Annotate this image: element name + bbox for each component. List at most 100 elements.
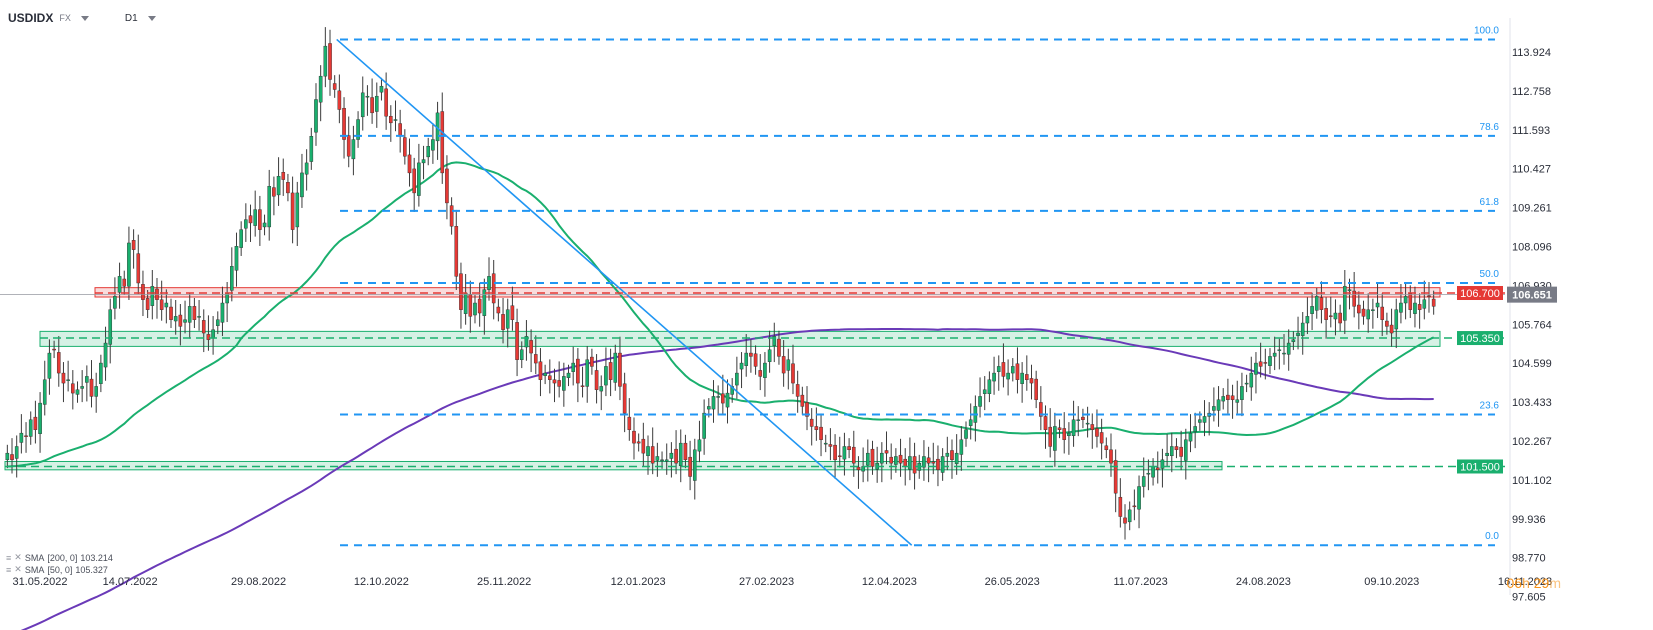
candle-body — [641, 438, 646, 454]
candle-body — [622, 383, 627, 414]
candle-body — [42, 379, 47, 405]
level-zone — [4, 460, 1223, 471]
candle-body — [94, 386, 98, 397]
candle-body — [1057, 427, 1062, 430]
timeframe-label[interactable]: D1 — [124, 12, 138, 24]
candle-body — [608, 362, 613, 380]
candle-body — [1179, 446, 1183, 457]
candle-body — [239, 229, 243, 248]
candle-body — [426, 146, 431, 158]
fib-level-label: 78.6 — [1480, 122, 1500, 133]
candle-body — [828, 444, 833, 447]
candle-body — [884, 450, 889, 454]
candle-body — [510, 305, 515, 320]
candle-body — [823, 442, 828, 445]
candle-body — [950, 450, 954, 461]
candle-body — [1399, 302, 1403, 313]
candle-body — [122, 278, 127, 287]
candle-body — [1268, 356, 1272, 366]
candle-body — [501, 314, 505, 330]
candle-body — [99, 362, 103, 384]
candle-body — [529, 340, 533, 354]
candle-body — [697, 439, 702, 452]
candle-body — [660, 459, 664, 462]
trendline — [336, 38, 913, 546]
x-tick-label: 24.08.2023 — [1236, 576, 1291, 588]
fib-level-label: 100.0 — [1474, 25, 1499, 36]
candle-body — [1001, 362, 1006, 377]
candle-body — [346, 135, 351, 157]
candle-body — [519, 349, 524, 360]
legend-sma-200[interactable]: ≡ ✕ SMA [200, 0] 103.214 — [6, 552, 113, 563]
candle-body — [739, 362, 744, 370]
legend-menu-icon[interactable]: ≡ — [6, 564, 12, 575]
candle-body — [987, 379, 992, 394]
candle-body — [557, 380, 561, 387]
candle-body — [749, 352, 753, 357]
candle-body — [650, 446, 655, 464]
candle-body — [1025, 374, 1029, 380]
candle-body — [922, 456, 926, 468]
legend-sma-200-name: SMA — [24, 552, 45, 563]
candle-body — [931, 461, 936, 464]
candle-body — [1240, 386, 1244, 400]
candle-body — [1249, 372, 1254, 388]
sma-200-line — [20, 328, 1434, 630]
candle-body — [571, 362, 575, 372]
candle-body — [805, 402, 809, 417]
candle-body — [183, 319, 187, 323]
candle-body — [1371, 309, 1375, 311]
candle-body — [1198, 419, 1202, 423]
candle-body — [1394, 309, 1399, 330]
candle-body — [1071, 419, 1076, 436]
candle-body — [533, 354, 538, 364]
candle-body — [954, 452, 959, 465]
candle-body — [1352, 290, 1356, 307]
candle-body — [707, 406, 711, 410]
y-tick-label: 112.758 — [1512, 86, 1551, 98]
candle-body — [454, 226, 459, 277]
symbol-label[interactable]: USDIDX — [8, 11, 54, 25]
candle-body — [692, 449, 697, 481]
candle-body — [594, 370, 599, 390]
candle-body — [323, 45, 328, 77]
candle-body — [5, 452, 10, 461]
legend-close-icon[interactable]: ✕ — [14, 564, 22, 574]
sma-50-line — [7, 161, 1435, 468]
legend-sma-50[interactable]: ≡ ✕ SMA [50, 0] 105.327 — [6, 564, 108, 575]
legend-menu-icon[interactable]: ≡ — [6, 552, 12, 563]
candle-body — [1010, 366, 1015, 374]
candle-body — [982, 389, 987, 394]
candle-body — [1015, 363, 1020, 380]
candle-body — [618, 352, 622, 387]
candle-body — [1314, 296, 1319, 311]
timeframe-dropdown-icon[interactable] — [147, 15, 156, 21]
legend-close-icon[interactable]: ✕ — [14, 552, 22, 562]
candles — [5, 27, 1436, 540]
moving-averages — [7, 161, 1435, 630]
candle-body — [1141, 476, 1146, 487]
symbol-dropdown-icon[interactable] — [80, 15, 89, 21]
candle-body — [295, 192, 300, 228]
x-tick-label: 11.07.2023 — [1113, 576, 1167, 588]
candle-body — [304, 162, 309, 175]
y-axis: 113.924 112.758 111.593 110.427 109.261 108.0… — [1512, 47, 1552, 604]
candle-body — [187, 306, 192, 323]
candle-body — [1109, 449, 1113, 464]
x-tick-label: 27.02.2023 — [739, 576, 794, 588]
y-tick-label: 109.261 — [1512, 203, 1552, 215]
candle-body — [108, 309, 113, 345]
y-tick-label: 101.102 — [1512, 475, 1552, 487]
candle-body — [267, 186, 272, 228]
candle-body — [580, 385, 585, 387]
candle-body — [515, 322, 519, 360]
candle-body — [1338, 312, 1342, 324]
candle-body — [1076, 419, 1081, 421]
candle-body — [538, 361, 543, 380]
legend-sma-50-value: 105.327 — [75, 564, 108, 575]
candle-body — [758, 370, 763, 377]
candle-body — [678, 442, 683, 467]
candle-body — [197, 316, 201, 318]
candle-body — [646, 446, 650, 457]
